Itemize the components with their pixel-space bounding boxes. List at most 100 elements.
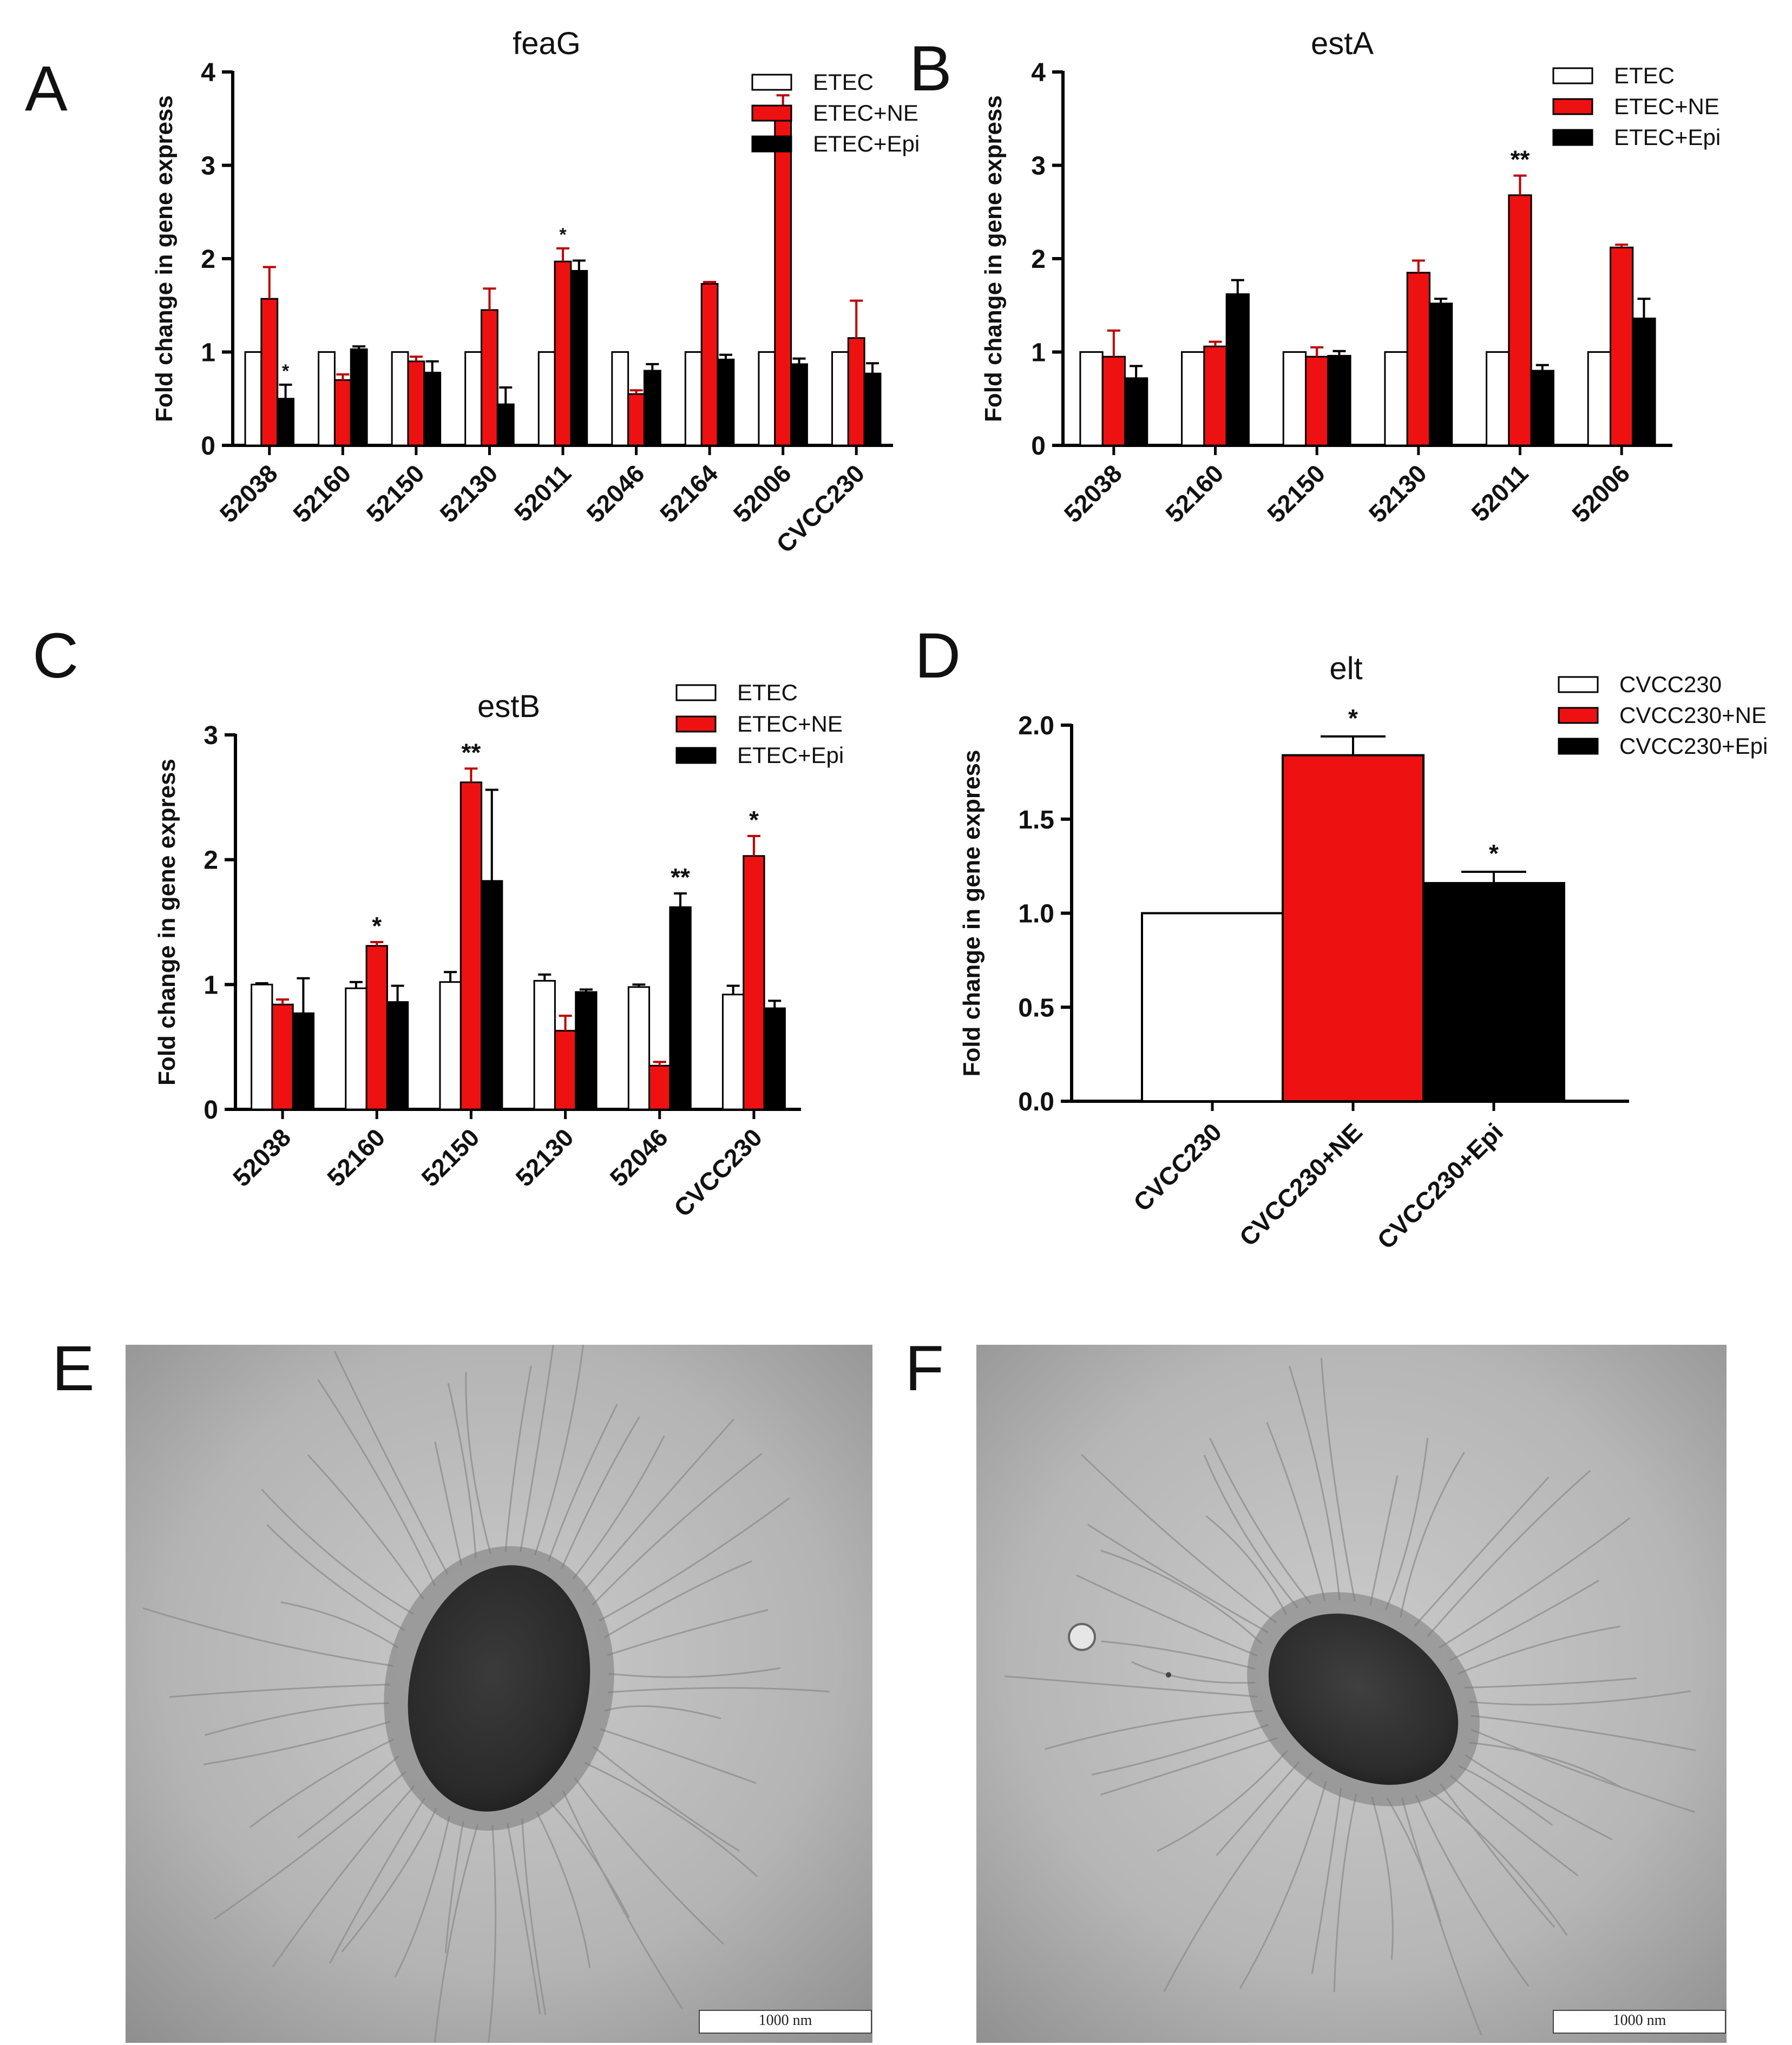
legend-label: ETEC (1614, 63, 1675, 88)
x-tick-label: 52038 (227, 1123, 296, 1192)
fimbria (1449, 1775, 1579, 1877)
bar-etec (1079, 351, 1104, 446)
bar-etec-epi (1327, 354, 1351, 446)
fimbria (1384, 1437, 1429, 1611)
bar-etec (391, 351, 409, 446)
fimbria (1449, 1580, 1600, 1661)
bar-etec (1486, 351, 1510, 446)
fimbria (608, 1667, 780, 1678)
y-tick-label: 0 (204, 1096, 218, 1125)
bar-etec (318, 351, 336, 446)
fimbria (1458, 1626, 1620, 1675)
legend-label: ETEC (737, 680, 798, 705)
x-tick-label: 52046 (581, 459, 649, 528)
x-tick-label: 52011 (509, 459, 576, 527)
bar-etec-epi (570, 269, 588, 446)
bar-etec-epi (1632, 317, 1656, 446)
y-tick-label: 2 (201, 245, 215, 274)
scale-bar-f: 1000 nm (1612, 2012, 1666, 2029)
fimbria (562, 1791, 684, 2010)
bar-etec-epi (717, 358, 735, 446)
bar-etec (244, 351, 262, 446)
bar-etec-epi (669, 906, 692, 1110)
fimbria (447, 1383, 477, 1559)
micrograph-e-image (126, 1345, 872, 2043)
x-tick-label: 52130 (510, 1123, 579, 1192)
fimbria (582, 1418, 735, 1592)
y-tick-label: 1 (1031, 339, 1046, 367)
bar-etec-epi (481, 880, 503, 1110)
bar-etec-ne (554, 1030, 577, 1110)
x-tick-label: 52006 (728, 459, 797, 528)
bar-etec-epi (350, 348, 368, 446)
fimbria (1101, 1640, 1256, 1670)
fimbria (434, 1824, 478, 2043)
fimbria (1401, 1797, 1482, 2036)
fimbria (592, 1453, 763, 1606)
fimbria (1205, 1515, 1288, 1615)
y-tick-label: 1 (201, 339, 215, 367)
fimbria (249, 1738, 394, 1829)
legend-swatch (1558, 738, 1599, 755)
bar-etec-epi (1428, 303, 1453, 446)
bar-etec-epi (386, 1001, 409, 1110)
fimbria (465, 1372, 491, 1554)
fimbria (317, 1379, 436, 1586)
bar-etec-epi (790, 363, 808, 446)
y-axis-label: Fold change in gene express (151, 95, 178, 422)
bar-etec-ne (1406, 272, 1430, 446)
fimbria (1369, 1475, 1399, 1606)
significance-label: * (282, 361, 290, 382)
chart-title: estB (477, 689, 540, 724)
legend-label: ETEC+NE (737, 711, 843, 737)
bar-etec-ne (365, 945, 388, 1110)
legend-swatch (675, 684, 717, 701)
fimbria (434, 1441, 462, 1566)
legend-label: ETEC (813, 69, 874, 95)
x-tick-label: 52160 (321, 1123, 390, 1192)
fimbria (1157, 1750, 1288, 1852)
fimbria (1311, 1788, 1342, 1974)
bar-etec (251, 983, 273, 1110)
y-tick-label: 2 (1031, 245, 1046, 274)
fimbria (1415, 1794, 1530, 1987)
x-tick-label: 52046 (605, 1123, 673, 1192)
bar-etec (439, 981, 462, 1110)
y-tick-label: 3 (204, 721, 218, 750)
fimbria (504, 1365, 532, 1552)
bar-etec-epi (643, 370, 661, 446)
fimbria (1131, 1661, 1256, 1684)
fimbria (1468, 1690, 1691, 1706)
significance-label: * (1489, 839, 1499, 867)
bar-etec-ne (554, 260, 572, 446)
fimbria (1469, 1741, 1621, 1788)
bar-etec-epi (1124, 377, 1148, 446)
bar-etec (721, 994, 745, 1110)
fimbria (605, 1705, 721, 1720)
fimbria (1471, 1728, 1695, 1813)
x-tick-label: CVCC230 (668, 1123, 767, 1222)
bar-etec-epi (863, 372, 882, 446)
micrograph-f: 1000 nm (976, 1345, 1727, 2043)
x-tick-label: CVCC230+NE (1234, 1117, 1368, 1251)
fimbria (507, 1823, 541, 2015)
panel-label-d: D (915, 620, 961, 692)
panel-label-e: E (52, 1333, 95, 1404)
y-tick-label: 4 (1031, 58, 1046, 87)
fimbria (272, 1785, 415, 1968)
bar-etec-epi (292, 1012, 315, 1110)
x-tick-label: CVCC230+Epi (1371, 1117, 1508, 1254)
x-tick-label: 52011 (1466, 459, 1533, 527)
x-tick-label: 52130 (1363, 459, 1432, 528)
fimbria (334, 1351, 449, 1575)
chart-c: estB 0 1 2 3 Fold change in gene express 52038… (154, 680, 844, 1222)
significance-label: * (749, 806, 759, 834)
y-tick-label: 3 (201, 152, 215, 181)
legend-label: CVCC230 (1619, 672, 1722, 697)
bar-etec (533, 979, 556, 1110)
y-axis-label: Fold change in gene express (959, 750, 985, 1077)
y-tick-label: 1.0 (1018, 900, 1054, 929)
fimbria (1439, 1517, 1631, 1649)
bar-etec-ne (847, 337, 865, 446)
bar-etec-epi (575, 991, 598, 1110)
